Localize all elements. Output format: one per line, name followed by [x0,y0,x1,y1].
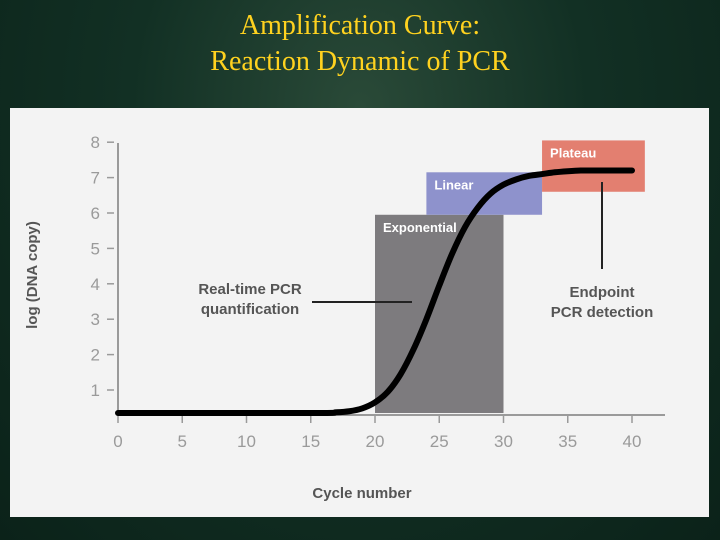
slide-title: Amplification Curve: Reaction Dynamic of… [0,8,720,80]
x-tick-label: 20 [366,432,385,451]
annotation-realtime-line-1: Real-time PCR [198,281,302,298]
x-tick-label: 15 [301,432,320,451]
x-tick-label: 5 [178,432,187,451]
x-axis-label: Cycle number [312,485,411,502]
annotation-endpoint-line-2: PCR detection [551,304,654,321]
slide-title-line-1: Amplification Curve: [239,10,481,41]
region-label-exponential: Exponential [383,220,457,235]
x-tick-label: 10 [237,432,256,451]
x-tick-label: 25 [430,432,449,451]
amplification-curve [115,167,635,417]
annotation-realtime-line-2: quantification [201,301,299,318]
y-tick-label: 3 [91,310,100,329]
y-tick-label: 2 [91,346,100,365]
x-tick-label: 40 [623,432,642,451]
x-tick-label: 0 [113,432,122,451]
y-tick-label: 6 [91,204,100,223]
y-tick-label: 8 [91,133,100,152]
region-label-linear: Linear [434,177,473,192]
x-tick-label: 35 [558,432,577,451]
slide-title-line-2: Reaction Dynamic of PCR [210,46,510,77]
annotation-endpoint-line-1: Endpoint [570,284,635,301]
chart-panel: Exponential Linear Plateau 0 5 10 15 20 25 30 35 4… [10,108,709,517]
x-tick-label: 30 [494,432,513,451]
y-tick-label: 4 [91,275,100,294]
y-tick-label: 5 [91,239,100,258]
region-label-plateau: Plateau [550,145,596,160]
region-plateau [542,140,645,192]
y-axis-label: log (DNA copy) [24,221,41,329]
y-tick-label: 1 [91,381,100,400]
y-tick-label: 7 [91,169,100,188]
